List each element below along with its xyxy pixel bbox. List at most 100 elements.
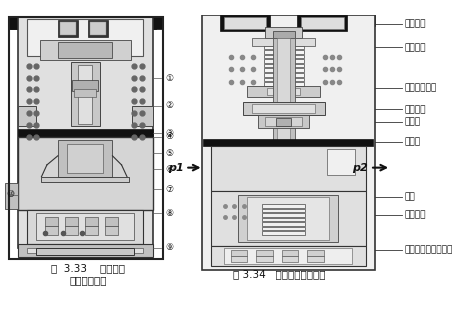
Bar (71, 62, 100, 126)
Bar (247, 86, 320, 97)
Bar (307, 256, 324, 262)
Text: p1: p1 (168, 163, 183, 173)
Bar (36, 248, 134, 255)
Bar (301, 16, 344, 29)
Bar (72, 80, 98, 91)
Bar (27, 248, 143, 253)
Bar (262, 213, 305, 217)
Bar (307, 250, 324, 256)
Text: ⑩: ⑩ (6, 191, 14, 199)
Bar (265, 117, 302, 126)
Bar (90, 22, 106, 35)
Bar (262, 204, 305, 208)
Text: 主阀弹簧: 主阀弹簧 (404, 211, 426, 219)
Bar (45, 217, 58, 226)
Bar (263, 69, 303, 72)
Bar (220, 15, 270, 31)
Bar (263, 77, 303, 81)
Bar (5, 183, 18, 209)
Bar (203, 138, 373, 146)
Bar (282, 256, 298, 262)
Bar (67, 144, 103, 173)
Bar (202, 15, 374, 26)
Text: p2: p2 (353, 163, 368, 173)
Bar (262, 222, 305, 226)
Text: 流量补唇原理: 流量补唇原理 (69, 276, 106, 286)
Bar (297, 15, 347, 31)
Bar (273, 38, 294, 239)
Bar (265, 28, 302, 38)
Bar (85, 217, 98, 226)
Text: 主阀: 主阀 (404, 192, 415, 201)
Bar (258, 115, 309, 128)
Bar (256, 250, 273, 256)
Bar (100, 16, 156, 29)
Text: ②: ② (165, 101, 173, 110)
Bar (41, 177, 129, 182)
Bar (267, 88, 300, 95)
Text: ⑨: ⑨ (165, 243, 173, 252)
Text: ①: ① (165, 74, 173, 83)
Bar (256, 256, 273, 262)
Text: ⑧: ⑧ (165, 209, 173, 218)
Bar (74, 89, 96, 97)
Text: 先导膜片: 先导膜片 (404, 105, 426, 114)
Bar (132, 106, 152, 126)
Text: 图 3.34   完全补唇的减压阀: 图 3.34 完全补唇的减压阀 (233, 269, 325, 279)
Bar (263, 50, 303, 54)
Bar (243, 102, 324, 115)
Bar (223, 16, 266, 29)
Bar (263, 55, 303, 58)
Bar (105, 217, 118, 226)
Bar (262, 209, 305, 212)
Bar (273, 31, 294, 38)
Bar (263, 82, 303, 86)
Bar (262, 227, 305, 231)
Bar (277, 38, 290, 239)
Bar (105, 226, 118, 235)
Bar (27, 210, 143, 244)
Bar (58, 42, 112, 58)
Bar (211, 146, 365, 191)
Bar (231, 256, 247, 262)
Text: 调节旋鈕: 调节旋鈕 (404, 19, 426, 28)
Text: ③: ③ (165, 129, 173, 137)
Bar (218, 15, 273, 33)
Bar (224, 248, 352, 264)
Bar (85, 226, 98, 235)
Bar (18, 244, 152, 257)
Text: ⑤: ⑤ (165, 149, 173, 157)
Bar (263, 46, 303, 49)
Bar (27, 19, 143, 56)
Text: 调节弹簧: 调节弹簧 (404, 43, 426, 52)
Bar (247, 197, 329, 240)
Bar (238, 195, 338, 242)
Bar (231, 250, 247, 256)
Bar (262, 231, 305, 235)
Text: 图  3.33    减压阀的: 图 3.33 减压阀的 (51, 263, 125, 273)
Bar (58, 140, 112, 177)
Bar (263, 64, 303, 68)
Bar (58, 20, 78, 36)
Text: 先导压力溢流: 先导压力溢流 (404, 83, 437, 92)
Bar (263, 73, 303, 77)
Text: ⑥: ⑥ (165, 165, 173, 174)
Text: ④: ④ (165, 132, 173, 141)
Bar (211, 191, 365, 246)
Bar (18, 106, 36, 126)
Bar (9, 16, 163, 29)
Bar (88, 20, 108, 36)
Bar (211, 246, 365, 266)
Bar (202, 15, 374, 270)
Bar (252, 104, 315, 113)
Bar (262, 218, 305, 221)
Text: 主阀输出侧压力溢流: 主阀输出侧压力溢流 (404, 245, 453, 254)
Bar (18, 130, 152, 137)
Bar (9, 16, 163, 259)
Text: 主膜片: 主膜片 (404, 138, 421, 147)
Bar (18, 137, 152, 210)
Text: 先导阀: 先导阀 (404, 118, 421, 127)
Bar (65, 217, 78, 226)
Bar (40, 40, 131, 60)
Bar (294, 15, 349, 33)
